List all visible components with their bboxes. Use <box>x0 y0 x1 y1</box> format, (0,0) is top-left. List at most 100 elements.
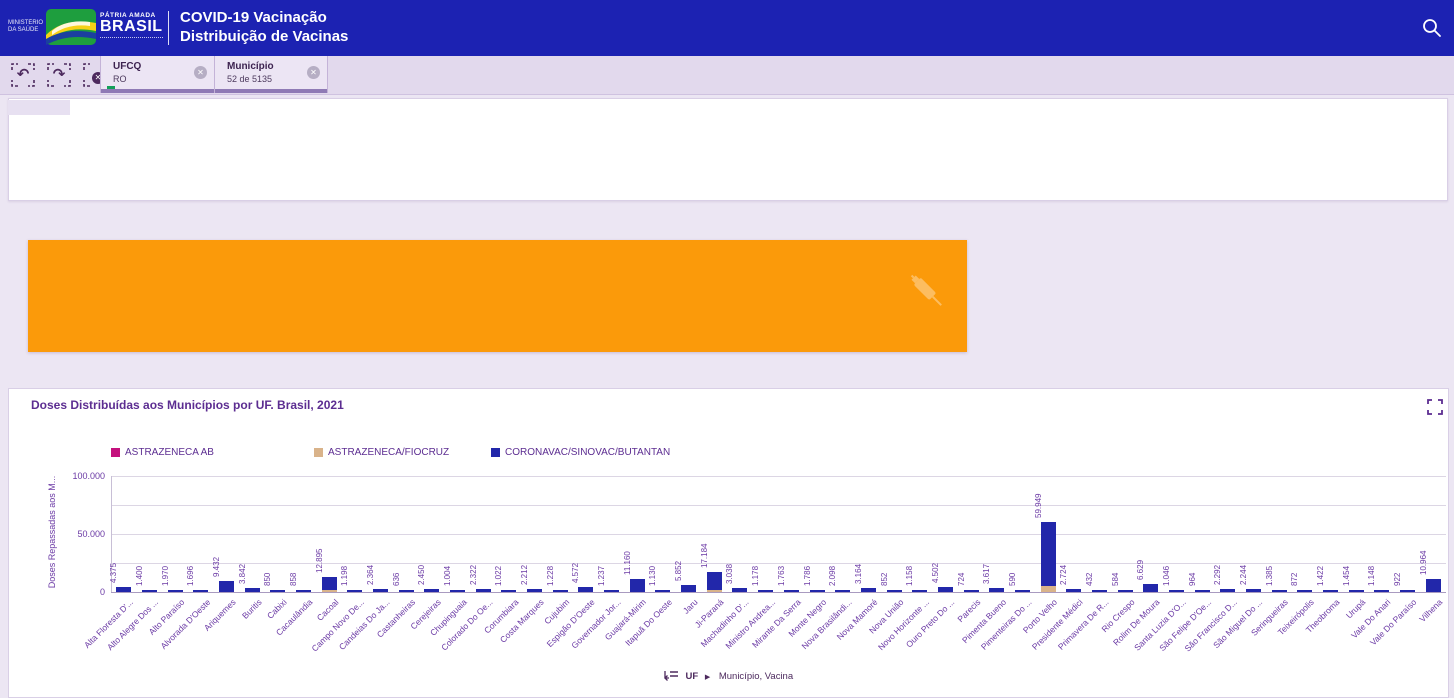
filter-field-name: UFCQ <box>113 61 142 72</box>
syringe-icon <box>892 259 961 328</box>
drilldown-breadcrumb[interactable]: UF ▶ Município, Vacina <box>9 670 1448 682</box>
bar-segment-coronavac[interactable] <box>1091 590 1107 592</box>
bar-value-label: 850 <box>263 572 273 586</box>
bar-segment-coronavac[interactable] <box>809 589 825 592</box>
bar-segment-coronavac[interactable] <box>963 590 979 592</box>
bar-segment-coronavac[interactable] <box>1220 589 1236 592</box>
bar-segment-coronavac[interactable] <box>1117 590 1133 592</box>
selections-bar: ↶ ↷ ✕ UFCQ RO ✕ Município 52 de 5135 ✕ <box>0 56 1454 95</box>
scrollbar-thumb[interactable] <box>8 100 70 115</box>
bar-segment-coronavac[interactable] <box>732 588 748 592</box>
bar-segment-astrazeneca-fiocruz[interactable] <box>1040 586 1056 592</box>
bar-segment-coronavac[interactable] <box>758 590 774 592</box>
gridline <box>111 563 1446 564</box>
bar-segment-coronavac[interactable] <box>1143 584 1159 592</box>
filter-field-name: Município <box>227 61 274 72</box>
bar-segment-coronavac[interactable] <box>1399 590 1415 592</box>
bar-segment-coronavac[interactable] <box>1348 590 1364 592</box>
bar-value-label: 636 <box>391 572 401 586</box>
bar-segment-coronavac[interactable] <box>116 586 132 592</box>
legend-label: CORONAVAC/SINOVAC/BUTANTAN <box>505 447 671 458</box>
bar-segment-coronavac[interactable] <box>398 590 414 592</box>
chart-title: Doses Distribuídas aos Municípios por UF… <box>31 398 344 412</box>
bar-value-label: 2.212 <box>520 565 530 586</box>
bar-segment-coronavac[interactable] <box>706 572 722 590</box>
bar-segment-coronavac[interactable] <box>860 588 876 592</box>
remove-filter-icon[interactable]: ✕ <box>194 66 207 79</box>
bar-segment-coronavac[interactable] <box>475 589 491 592</box>
drill-hierarchy-icon <box>663 671 678 681</box>
bar-value-label: 852 <box>879 572 889 586</box>
bar-segment-coronavac[interactable] <box>244 587 260 592</box>
x-axis-label[interactable]: Jaru <box>680 597 700 616</box>
bar-value-label: 3.842 <box>237 563 247 584</box>
step-back-selection-button[interactable]: ↶ <box>10 62 36 88</box>
bar-segment-coronavac[interactable] <box>527 589 543 592</box>
bar-segment-coronavac[interactable] <box>347 590 363 592</box>
bar-segment-coronavac[interactable] <box>296 590 312 592</box>
remove-filter-icon[interactable]: ✕ <box>307 66 320 79</box>
logo-text: PÁTRIA AMADA BRASIL <box>100 12 163 38</box>
filter-chip-municipio[interactable]: Município 52 de 5135 ✕ <box>214 56 328 93</box>
bar-segment-coronavac[interactable] <box>655 590 671 592</box>
bar-segment-coronavac[interactable] <box>1271 590 1287 592</box>
bar-segment-coronavac[interactable] <box>629 579 645 592</box>
fullscreen-expand-icon[interactable] <box>1427 399 1443 415</box>
bar-segment-coronavac[interactable] <box>552 590 568 592</box>
bar-segment-coronavac[interactable] <box>1297 590 1313 592</box>
bar-value-label: 584 <box>1110 572 1120 586</box>
bar-segment-coronavac[interactable] <box>1194 590 1210 592</box>
bar-value-label: 1.400 <box>135 565 144 586</box>
bar-segment-coronavac[interactable] <box>1040 522 1056 587</box>
bar-segment-coronavac[interactable] <box>373 589 389 592</box>
bar-segment-coronavac[interactable] <box>1168 590 1184 592</box>
bar-segment-coronavac[interactable] <box>167 589 183 592</box>
bar-value-label: 872 <box>1290 572 1300 586</box>
bar-segment-coronavac[interactable] <box>604 590 620 592</box>
x-axis-label[interactable]: Itapuã Do Oeste <box>623 597 675 648</box>
bar-segment-coronavac[interactable] <box>321 577 337 590</box>
bar-segment-coronavac[interactable] <box>193 590 209 592</box>
legend-swatch <box>111 448 120 457</box>
bar-value-label: 1.046 <box>1161 565 1171 586</box>
orange-kpi-panel[interactable] <box>28 240 967 352</box>
bar-segment-coronavac[interactable] <box>886 590 902 592</box>
search-icon[interactable] <box>1418 14 1446 42</box>
bar-segment-coronavac[interactable] <box>1425 579 1441 592</box>
bar-segment-coronavac[interactable] <box>501 590 517 592</box>
filter-chip-ufcq[interactable]: UFCQ RO ✕ <box>100 56 215 93</box>
brasil-flag-logo <box>46 9 96 50</box>
bar-segment-coronavac[interactable] <box>578 586 594 592</box>
x-axis-label[interactable]: Vale Do Paraíso <box>1368 597 1419 648</box>
bar-segment-astrazeneca-fiocruz[interactable] <box>706 590 722 592</box>
bar-segment-coronavac[interactable] <box>1066 588 1082 592</box>
bar-segment-coronavac[interactable] <box>270 590 286 592</box>
bar-segment-coronavac[interactable] <box>1322 590 1338 592</box>
x-axis-label[interactable]: Buritis <box>239 597 264 621</box>
bar-segment-coronavac[interactable] <box>681 585 697 592</box>
x-axis-line <box>111 592 1446 593</box>
step-forward-selection-button[interactable]: ↷ <box>46 62 72 88</box>
bar-segment-coronavac[interactable] <box>450 590 466 592</box>
clear-x-icon: ✕ <box>94 73 102 82</box>
current-dimension: UF <box>685 671 699 682</box>
bar-segment-coronavac[interactable] <box>424 589 440 592</box>
bar-segment-coronavac[interactable] <box>912 590 928 592</box>
bar-segment-coronavac[interactable] <box>1374 590 1390 592</box>
chip-underline <box>215 89 327 93</box>
bar-segment-coronavac[interactable] <box>219 581 235 592</box>
undo-arrow-icon: ↶ <box>16 66 30 83</box>
bar-value-label: 1.454 <box>1341 565 1351 586</box>
bar-segment-coronavac[interactable] <box>1014 590 1030 592</box>
bar-segment-astrazeneca-fiocruz[interactable] <box>321 590 337 592</box>
bar-value-label: 1.130 <box>648 565 658 586</box>
bar-segment-coronavac[interactable] <box>835 589 851 592</box>
bar-segment-coronavac[interactable] <box>937 586 953 592</box>
bar-segment-coronavac[interactable] <box>989 587 1005 592</box>
bar-segment-coronavac[interactable] <box>142 590 157 592</box>
gridline <box>111 505 1446 506</box>
x-axis-label[interactable]: Vilhena <box>1417 597 1445 625</box>
bar-value-label: 1.763 <box>776 565 786 586</box>
bar-segment-coronavac[interactable] <box>1245 589 1261 592</box>
bar-segment-coronavac[interactable] <box>783 589 799 592</box>
